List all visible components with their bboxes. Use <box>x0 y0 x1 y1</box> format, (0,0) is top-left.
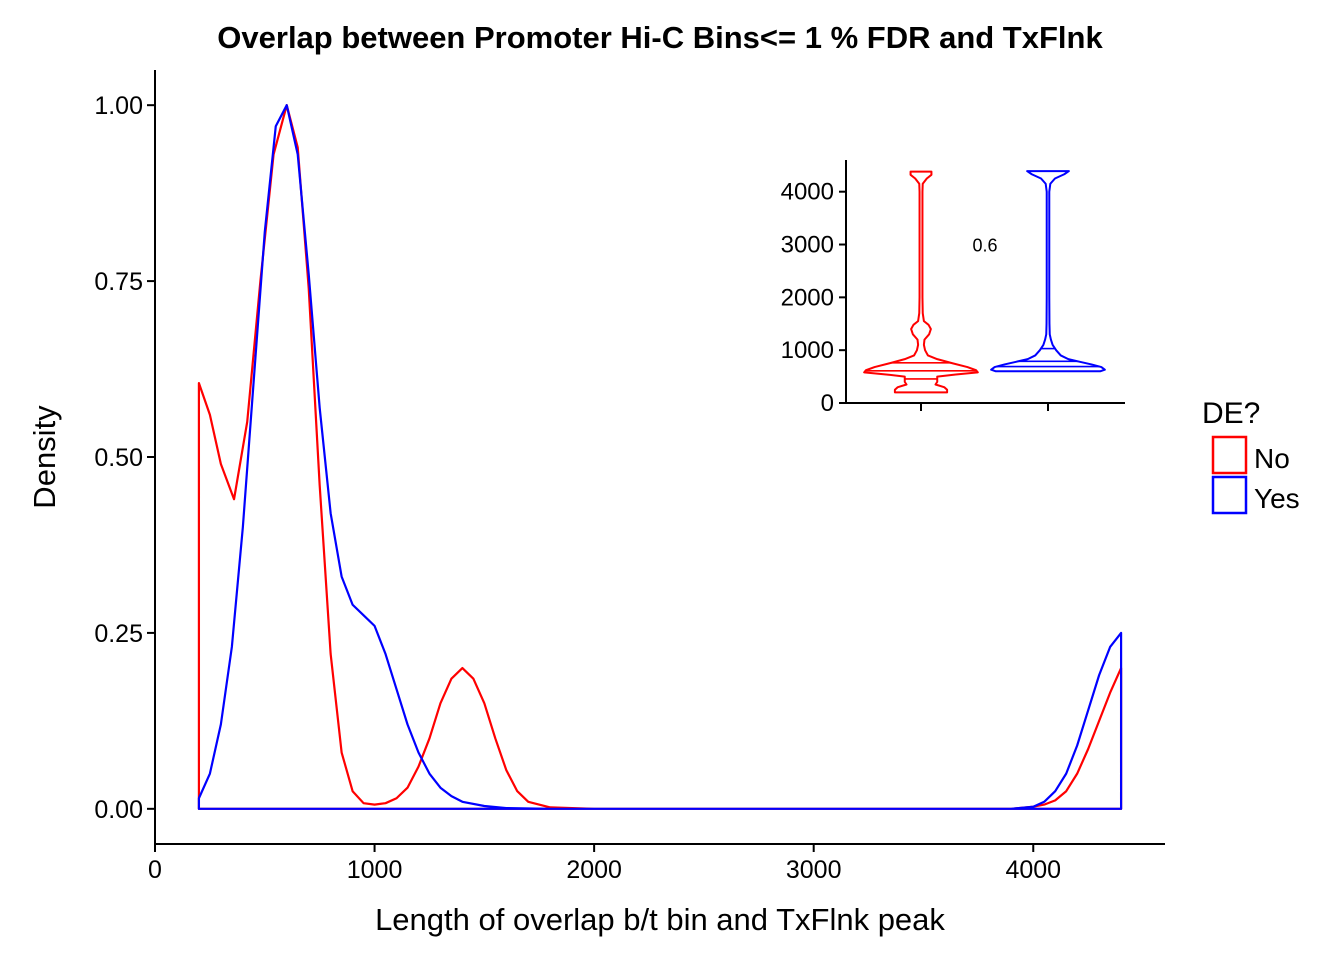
y-tick-label: 1.00 <box>94 92 143 120</box>
inset-y-tick-label: 2000 <box>781 284 834 311</box>
inset-y-tick-label: 3000 <box>781 232 834 259</box>
legend-key-yes <box>1211 475 1248 515</box>
inset-annotation: 0.6 <box>972 236 997 256</box>
x-tick-label: 1000 <box>347 856 403 884</box>
x-tick-label: 3000 <box>786 856 842 884</box>
legend-key-no <box>1211 435 1248 475</box>
chart-title: Overlap between Promoter Hi-C Bins<= 1 %… <box>217 20 1103 55</box>
legend: DE? No Yes <box>1202 397 1300 515</box>
violin-no <box>863 170 979 394</box>
inset-y-tick-label: 4000 <box>781 179 834 206</box>
legend-title: DE? <box>1202 397 1260 430</box>
y-tick-label: 0.00 <box>94 796 143 824</box>
violin-yes <box>990 170 1106 373</box>
x-axis-label: Length of overlap b/t bin and TxFlnk pea… <box>375 902 945 937</box>
main-plot-area: 0.00 0.25 0.50 0.75 1.00 0 1000 2000 3000 4000 <box>94 70 1165 884</box>
x-tick-label: 0 <box>148 856 162 884</box>
legend-label-yes: Yes <box>1254 483 1300 514</box>
inset-violin-plot: 0 1000 2000 3000 4000 0.6 <box>781 160 1125 417</box>
x-tick-label: 2000 <box>566 856 622 884</box>
density-curve-no <box>197 104 1123 810</box>
legend-label-no: No <box>1254 443 1290 474</box>
y-axis-label: Density <box>27 405 62 509</box>
y-tick-label: 0.50 <box>94 444 143 472</box>
inset-y-tick-label: 1000 <box>781 337 834 364</box>
y-tick-label: 0.25 <box>94 620 143 648</box>
y-tick-label: 0.75 <box>94 268 143 296</box>
inset-y-tick-label: 0 <box>821 390 834 417</box>
density-curve-yes <box>197 104 1123 810</box>
x-tick-label: 4000 <box>1005 856 1061 884</box>
